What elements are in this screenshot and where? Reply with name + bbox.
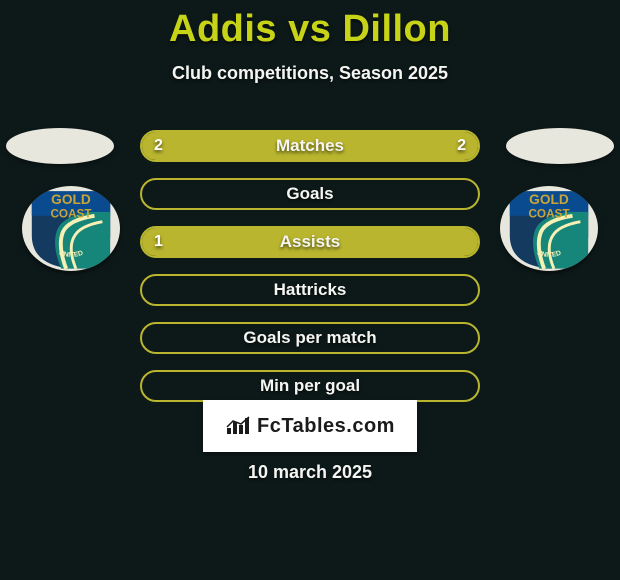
page-subtitle: Club competitions, Season 2025 xyxy=(0,63,620,84)
stat-bar-label: Assists xyxy=(142,228,478,256)
watermark-chart-icon xyxy=(225,416,251,436)
stat-bar: Assists1 xyxy=(140,226,480,258)
stat-bar: Matches2 2 xyxy=(140,130,480,162)
generation-date: 10 march 2025 xyxy=(0,462,620,483)
watermark-text: FcTables.com xyxy=(257,415,395,438)
stat-bar-label: Goals per match xyxy=(142,324,478,352)
stat-bar-label: Goals xyxy=(142,180,478,208)
stat-bar-value-left: 1 xyxy=(154,228,163,256)
badge-text-coast: COAST xyxy=(528,208,570,221)
stat-bar-label: Min per goal xyxy=(142,372,478,400)
stat-bars-container: Matches2 2 Goals Assists1 Hattricks Goals per… xyxy=(140,130,480,418)
stat-bar: Min per goal xyxy=(140,370,480,402)
badge-text-coast: COAST xyxy=(50,208,92,221)
portrait-placeholder-right xyxy=(506,128,614,164)
badge-text-gold: GOLD xyxy=(51,192,91,207)
stat-bar: Goals per match xyxy=(140,322,480,354)
stat-bar-label: Matches xyxy=(142,132,478,160)
page-title: Addis vs Dillon xyxy=(0,8,620,51)
club-badge-right: GOLD COAST UNITED xyxy=(500,186,598,271)
watermark: FcTables.com xyxy=(203,400,417,452)
club-badge-left: GOLD COAST UNITED xyxy=(22,186,120,271)
portrait-placeholder-left xyxy=(6,128,114,164)
badge-text-gold: GOLD xyxy=(529,192,569,207)
stat-bar-value-right: 2 xyxy=(457,132,466,160)
stat-bar: Goals xyxy=(140,178,480,210)
stat-bar: Hattricks xyxy=(140,274,480,306)
stat-bar-label: Hattricks xyxy=(142,276,478,304)
stat-bar-value-left: 2 xyxy=(154,132,163,160)
